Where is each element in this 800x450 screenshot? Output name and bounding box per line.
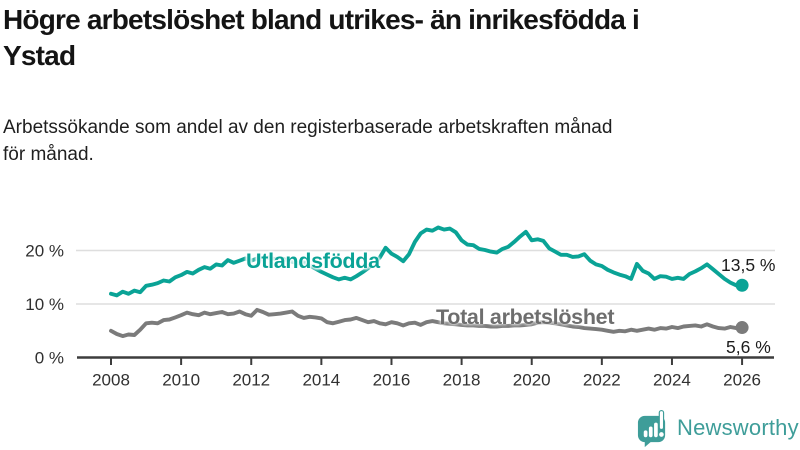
end-value-utlandsfodda: 13,5 % (721, 255, 776, 275)
chart-subtitle: Arbetssökande som andel av den registerb… (3, 117, 613, 165)
y-tick-label: 20 % (25, 242, 64, 261)
brand-footer: Newsworthy (636, 408, 799, 448)
x-tick-label: 2008 (92, 371, 130, 390)
y-tick-label: 0 % (35, 349, 64, 368)
brand-name: Newsworthy (677, 415, 799, 440)
series-line-0 (109, 225, 745, 298)
series-endpoint-0 (735, 278, 749, 292)
end-value-total-arbetsloshet: 5,6 % (726, 337, 771, 357)
x-tick-label: 2022 (583, 371, 621, 390)
series-line-1 (109, 307, 745, 339)
x-tick-label: 2018 (443, 371, 481, 390)
chart-title: Högre arbetslöshet bland utrikes- än inr… (3, 4, 640, 71)
series-label-utlandsfodda: Utlandsfödda (246, 249, 380, 273)
x-tick-label: 2016 (373, 371, 411, 390)
x-tick-label: 2024 (653, 371, 691, 390)
x-tick-label: 2010 (162, 371, 200, 390)
x-tick-label: 2014 (302, 371, 340, 390)
series-label-total-arbetsloshet: Total arbetslöshet (436, 305, 615, 329)
y-tick-label: 10 % (25, 295, 64, 314)
x-tick-label: 2020 (513, 371, 551, 390)
newsworthy-logo-icon (637, 409, 666, 448)
series-endpoint-1 (735, 321, 749, 335)
x-tick-label: 2012 (232, 371, 270, 390)
x-tick-label: 2026 (723, 371, 761, 390)
